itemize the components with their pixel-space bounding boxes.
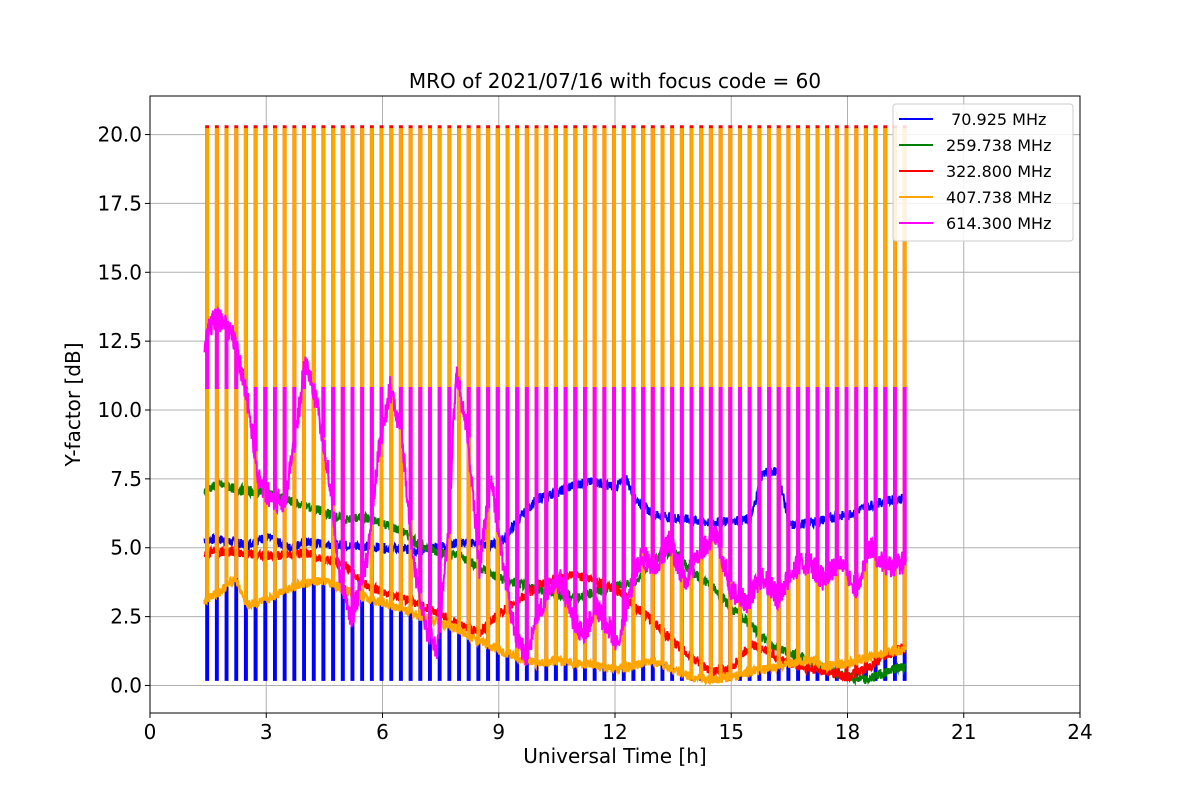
legend-label: 259.738 MHz [946,136,1051,155]
y-axis-label: Y-factor [dB] [61,342,85,467]
legend-label: 614.300 MHz [946,214,1051,233]
x-tick-label: 9 [492,720,505,744]
legend-label: 70.925 MHz [946,110,1046,129]
x-tick-label: 24 [1067,720,1092,744]
x-tick-label: 12 [602,720,627,744]
ticks: 0 3 6 9 12 15 18 21 24 0.0 2.5 5.0 7.5 10.0 12.5 15.0 17… [97,123,1092,744]
y-tick-label: 0.0 [110,673,142,697]
x-tick-label: 18 [835,720,860,744]
chart-title: MRO of 2021/07/16 with focus code = 60 [409,69,821,93]
legend-box [892,103,1074,242]
x-axis-label: Universal Time [h] [523,744,706,768]
y-tick-label: 7.5 [110,467,142,491]
series-4 [203,305,907,666]
series-line [203,305,907,666]
series-layer [203,125,907,687]
legend-label: 322.800 MHz [946,162,1051,181]
y-tick-label: 10.0 [97,398,142,422]
legend-items: 70.925 MHz 259.738 MHz 322.800 MHz 407.738 … [899,110,1051,233]
legend-label: 407.738 MHz [946,188,1051,207]
series-spikes [205,320,907,658]
y-tick-label: 17.5 [97,191,142,215]
series-spikes [205,128,907,680]
x-tick-label: 21 [951,720,976,744]
y-tick-label: 12.5 [97,329,142,353]
y-tick-label: 2.5 [110,605,142,629]
x-tick-label: 15 [719,720,744,744]
y-tick-label: 20.0 [97,123,142,147]
x-tick-label: 6 [376,720,389,744]
x-tick-label: 0 [144,720,157,744]
series-spikes [205,470,907,681]
series-3 [203,128,907,687]
y-tick-label: 5.0 [110,536,142,560]
x-tick-label: 3 [260,720,273,744]
legend: 70.925 MHz 259.738 MHz 322.800 MHz 407.738 … [892,103,1074,242]
series-spikes [205,125,907,677]
y-tick-label: 15.0 [97,260,142,284]
